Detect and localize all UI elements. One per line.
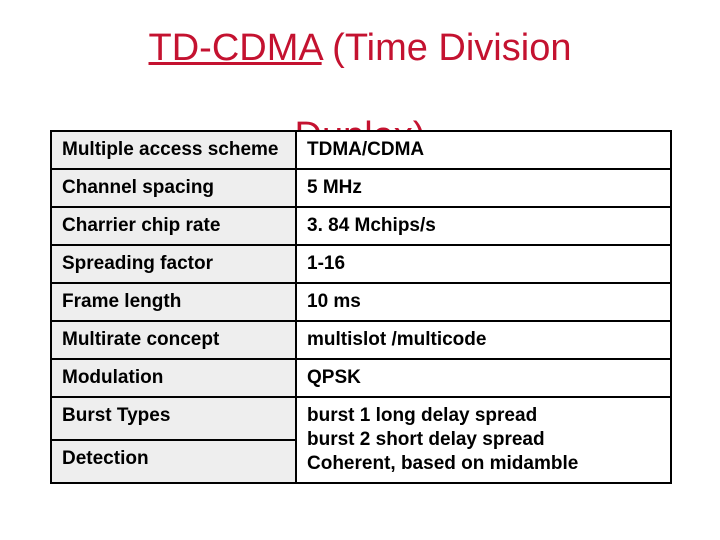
cell-label: Charrier chip rate <box>51 207 296 245</box>
cell-label: Frame length <box>51 283 296 321</box>
cell-label: Multiple access scheme <box>51 131 296 169</box>
spec-table: Multiple access scheme TDMA/CDMA Channel… <box>50 130 672 484</box>
table-row: Channel spacing 5 MHz <box>51 169 671 207</box>
cell-label: Channel spacing <box>51 169 296 207</box>
detection-value: Coherent, based on midamble <box>307 453 578 474</box>
cell-value: 10 ms <box>296 283 671 321</box>
table-row: Frame length 10 ms <box>51 283 671 321</box>
table-row: Multiple access scheme TDMA/CDMA <box>51 131 671 169</box>
table-row: Burst Types burst 1 long delay spread bu… <box>51 397 671 440</box>
cell-value: QPSK <box>296 359 671 397</box>
cell-value: multislot /multicode <box>296 321 671 359</box>
table-row: Multirate concept multislot /multicode <box>51 321 671 359</box>
spec-table-container: Multiple access scheme TDMA/CDMA Channel… <box>50 130 670 484</box>
cell-value: 5 MHz <box>296 169 671 207</box>
cell-label: Spreading factor <box>51 245 296 283</box>
cell-label: Multirate concept <box>51 321 296 359</box>
slide: TD-CDMA (Time Division Duplex) Multiple … <box>0 0 720 540</box>
spec-table-body: Multiple access scheme TDMA/CDMA Channel… <box>51 131 671 483</box>
cell-label: Burst Types <box>51 397 296 440</box>
cell-label: Detection <box>51 440 296 483</box>
cell-value: TDMA/CDMA <box>296 131 671 169</box>
burst-types-value: burst 1 long delay spread burst 2 short … <box>307 405 545 450</box>
table-row: Charrier chip rate 3. 84 Mchips/s <box>51 207 671 245</box>
cell-value: 1-16 <box>296 245 671 283</box>
cell-label: Modulation <box>51 359 296 397</box>
cell-value-merged: burst 1 long delay spread burst 2 short … <box>296 397 671 483</box>
table-row: Modulation QPSK <box>51 359 671 397</box>
title-rest1: (Time Division <box>322 27 572 69</box>
table-row: Spreading factor 1-16 <box>51 245 671 283</box>
title-acronym: TD-CDMA <box>149 27 322 69</box>
cell-value: 3. 84 Mchips/s <box>296 207 671 245</box>
